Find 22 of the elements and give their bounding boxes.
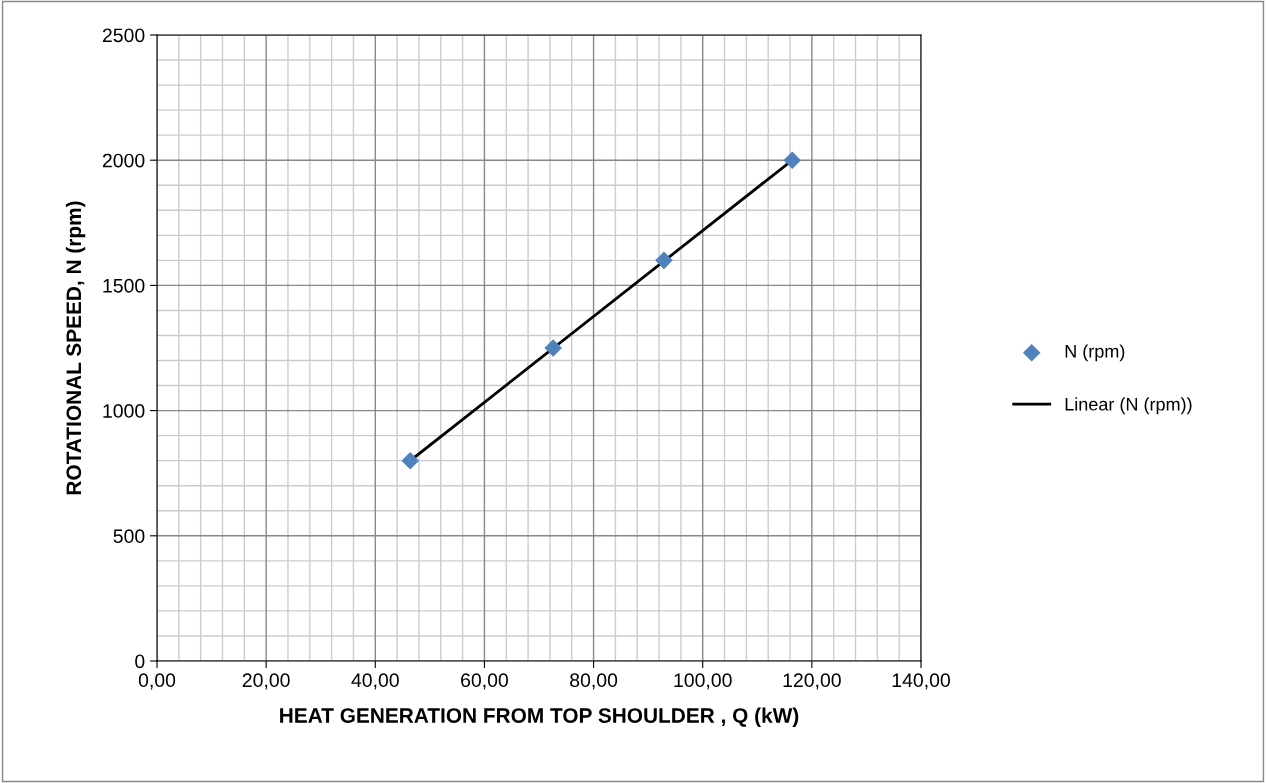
x-tick-label: 0,00 bbox=[138, 673, 176, 690]
x-tick-label: 100,00 bbox=[674, 673, 732, 690]
point bbox=[401, 451, 419, 470]
y-axis-title: ROTATIONAL SPEED, N (rpm) bbox=[65, 201, 86, 495]
y-tick-label: 500 bbox=[113, 529, 145, 544]
x-tick-label: 40,00 bbox=[351, 673, 399, 690]
legend-label: N (rpm) bbox=[1065, 344, 1125, 362]
point bbox=[783, 151, 801, 169]
x-tick-label: 140,00 bbox=[892, 673, 950, 690]
x-tick-label: 120,00 bbox=[783, 673, 841, 690]
x-tick-label: 60,00 bbox=[461, 673, 508, 690]
y-tick-label: 2500 bbox=[102, 28, 145, 43]
legend-label: Linear (N (rpm)) bbox=[1065, 397, 1192, 415]
y-tick-label: 0 bbox=[135, 654, 145, 669]
point bbox=[544, 339, 562, 357]
y-tick-label: 1000 bbox=[103, 404, 145, 418]
x-axis-title: HEAT GENERATION FROM TOP SHOULDER , Q (kW) bbox=[280, 707, 799, 728]
y-tick-label: 1500 bbox=[103, 278, 145, 293]
x-tick-label: 20,00 bbox=[242, 673, 290, 690]
y-tick-label: 2000 bbox=[102, 153, 145, 168]
point bbox=[655, 251, 673, 270]
x-tick-label: 80,00 bbox=[570, 673, 618, 690]
